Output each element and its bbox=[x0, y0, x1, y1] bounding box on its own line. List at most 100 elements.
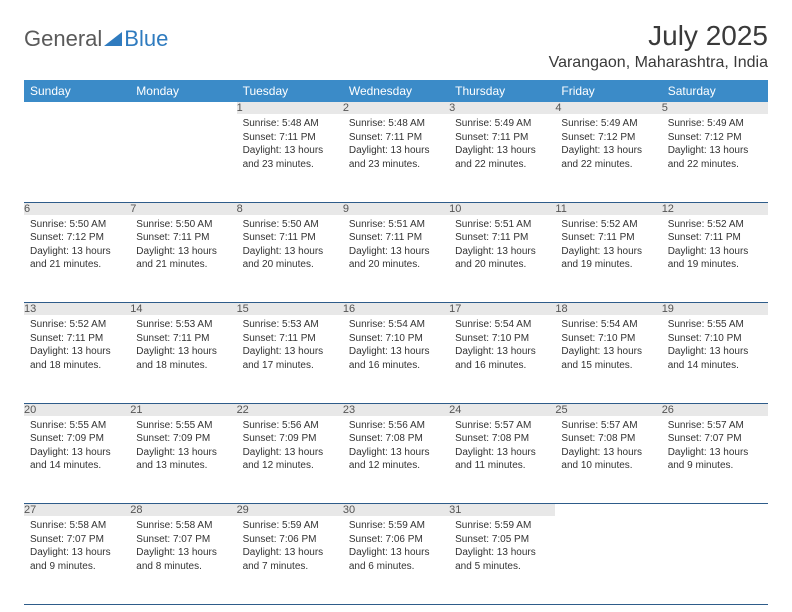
day-cell: Sunrise: 5:54 AMSunset: 7:10 PMDaylight:… bbox=[449, 315, 555, 403]
sunrise-text: Sunrise: 5:52 AM bbox=[668, 218, 762, 232]
sunrise-text: Sunrise: 5:50 AM bbox=[243, 218, 337, 232]
sunset-text: Sunset: 7:10 PM bbox=[455, 332, 549, 346]
day-details: Sunrise: 5:52 AMSunset: 7:11 PMDaylight:… bbox=[24, 315, 130, 378]
sunset-text: Sunset: 7:12 PM bbox=[668, 131, 762, 145]
weekday-header: Tuesday bbox=[237, 80, 343, 102]
day-number-cell: 28 bbox=[130, 504, 236, 517]
sunset-text: Sunset: 7:11 PM bbox=[136, 332, 230, 346]
day-details: Sunrise: 5:57 AMSunset: 7:08 PMDaylight:… bbox=[449, 416, 555, 479]
daylight-text: Daylight: 13 hours and 20 minutes. bbox=[349, 245, 443, 272]
sunrise-text: Sunrise: 5:55 AM bbox=[668, 318, 762, 332]
daylight-text: Daylight: 13 hours and 8 minutes. bbox=[136, 546, 230, 573]
sunrise-text: Sunrise: 5:56 AM bbox=[243, 419, 337, 433]
sunset-text: Sunset: 7:08 PM bbox=[349, 432, 443, 446]
sunset-text: Sunset: 7:08 PM bbox=[561, 432, 655, 446]
sunset-text: Sunset: 7:11 PM bbox=[561, 231, 655, 245]
day-cell bbox=[555, 516, 661, 604]
day-number-cell bbox=[130, 102, 236, 114]
sunset-text: Sunset: 7:11 PM bbox=[349, 131, 443, 145]
daylight-text: Daylight: 13 hours and 12 minutes. bbox=[349, 446, 443, 473]
sunset-text: Sunset: 7:09 PM bbox=[136, 432, 230, 446]
sunset-text: Sunset: 7:07 PM bbox=[136, 533, 230, 547]
sunrise-text: Sunrise: 5:54 AM bbox=[561, 318, 655, 332]
sunset-text: Sunset: 7:05 PM bbox=[455, 533, 549, 547]
sunset-text: Sunset: 7:11 PM bbox=[243, 131, 337, 145]
sunrise-text: Sunrise: 5:55 AM bbox=[30, 419, 124, 433]
weekday-header: Monday bbox=[130, 80, 236, 102]
day-details: Sunrise: 5:53 AMSunset: 7:11 PMDaylight:… bbox=[237, 315, 343, 378]
sunset-text: Sunset: 7:07 PM bbox=[30, 533, 124, 547]
day-number-cell: 9 bbox=[343, 202, 449, 215]
sunset-text: Sunset: 7:11 PM bbox=[455, 231, 549, 245]
day-number-cell: 13 bbox=[24, 303, 130, 316]
sunrise-text: Sunrise: 5:58 AM bbox=[136, 519, 230, 533]
day-details: Sunrise: 5:55 AMSunset: 7:09 PMDaylight:… bbox=[130, 416, 236, 479]
day-cell: Sunrise: 5:57 AMSunset: 7:07 PMDaylight:… bbox=[662, 416, 768, 504]
sunset-text: Sunset: 7:11 PM bbox=[349, 231, 443, 245]
day-details: Sunrise: 5:55 AMSunset: 7:10 PMDaylight:… bbox=[662, 315, 768, 378]
day-number-cell: 24 bbox=[449, 403, 555, 416]
day-details: Sunrise: 5:59 AMSunset: 7:05 PMDaylight:… bbox=[449, 516, 555, 579]
day-number-cell: 10 bbox=[449, 202, 555, 215]
daylight-text: Daylight: 13 hours and 22 minutes. bbox=[561, 144, 655, 171]
sunrise-text: Sunrise: 5:57 AM bbox=[455, 419, 549, 433]
daylight-text: Daylight: 13 hours and 21 minutes. bbox=[136, 245, 230, 272]
sunrise-text: Sunrise: 5:53 AM bbox=[243, 318, 337, 332]
day-details: Sunrise: 5:59 AMSunset: 7:06 PMDaylight:… bbox=[343, 516, 449, 579]
weekday-header: Wednesday bbox=[343, 80, 449, 102]
daylight-text: Daylight: 13 hours and 23 minutes. bbox=[243, 144, 337, 171]
daylight-text: Daylight: 13 hours and 6 minutes. bbox=[349, 546, 443, 573]
day-number-cell: 2 bbox=[343, 102, 449, 114]
day-details: Sunrise: 5:56 AMSunset: 7:08 PMDaylight:… bbox=[343, 416, 449, 479]
day-details: Sunrise: 5:50 AMSunset: 7:11 PMDaylight:… bbox=[130, 215, 236, 278]
day-cell: Sunrise: 5:56 AMSunset: 7:08 PMDaylight:… bbox=[343, 416, 449, 504]
sunset-text: Sunset: 7:10 PM bbox=[668, 332, 762, 346]
sunrise-text: Sunrise: 5:48 AM bbox=[349, 117, 443, 131]
daylight-text: Daylight: 13 hours and 16 minutes. bbox=[349, 345, 443, 372]
sunset-text: Sunset: 7:11 PM bbox=[30, 332, 124, 346]
day-number-cell: 15 bbox=[237, 303, 343, 316]
day-cell: Sunrise: 5:55 AMSunset: 7:09 PMDaylight:… bbox=[24, 416, 130, 504]
sunrise-text: Sunrise: 5:57 AM bbox=[561, 419, 655, 433]
sunrise-text: Sunrise: 5:58 AM bbox=[30, 519, 124, 533]
day-details: Sunrise: 5:52 AMSunset: 7:11 PMDaylight:… bbox=[555, 215, 661, 278]
daylight-text: Daylight: 13 hours and 16 minutes. bbox=[455, 345, 549, 372]
daylight-text: Daylight: 13 hours and 18 minutes. bbox=[136, 345, 230, 372]
day-number-cell: 19 bbox=[662, 303, 768, 316]
weekday-header: Saturday bbox=[662, 80, 768, 102]
day-number-cell: 7 bbox=[130, 202, 236, 215]
sunset-text: Sunset: 7:06 PM bbox=[243, 533, 337, 547]
day-cell: Sunrise: 5:55 AMSunset: 7:09 PMDaylight:… bbox=[130, 416, 236, 504]
location-subtitle: Varangaon, Maharashtra, India bbox=[549, 54, 768, 72]
day-number-cell: 14 bbox=[130, 303, 236, 316]
day-number-row: 2728293031 bbox=[24, 504, 768, 517]
daylight-text: Daylight: 13 hours and 9 minutes. bbox=[30, 546, 124, 573]
day-cell: Sunrise: 5:59 AMSunset: 7:06 PMDaylight:… bbox=[343, 516, 449, 604]
sunset-text: Sunset: 7:11 PM bbox=[455, 131, 549, 145]
sunrise-text: Sunrise: 5:59 AM bbox=[243, 519, 337, 533]
day-number-cell: 11 bbox=[555, 202, 661, 215]
daylight-text: Daylight: 13 hours and 7 minutes. bbox=[243, 546, 337, 573]
day-details: Sunrise: 5:56 AMSunset: 7:09 PMDaylight:… bbox=[237, 416, 343, 479]
day-cell: Sunrise: 5:51 AMSunset: 7:11 PMDaylight:… bbox=[449, 215, 555, 303]
day-number-cell: 17 bbox=[449, 303, 555, 316]
day-details: Sunrise: 5:54 AMSunset: 7:10 PMDaylight:… bbox=[449, 315, 555, 378]
sunrise-text: Sunrise: 5:48 AM bbox=[243, 117, 337, 131]
daylight-text: Daylight: 13 hours and 17 minutes. bbox=[243, 345, 337, 372]
day-number-cell bbox=[662, 504, 768, 517]
day-details: Sunrise: 5:50 AMSunset: 7:11 PMDaylight:… bbox=[237, 215, 343, 278]
day-details: Sunrise: 5:54 AMSunset: 7:10 PMDaylight:… bbox=[555, 315, 661, 378]
day-number-cell: 26 bbox=[662, 403, 768, 416]
day-details: Sunrise: 5:48 AMSunset: 7:11 PMDaylight:… bbox=[343, 114, 449, 177]
day-cell: Sunrise: 5:55 AMSunset: 7:10 PMDaylight:… bbox=[662, 315, 768, 403]
day-number-row: 6789101112 bbox=[24, 202, 768, 215]
weekday-header-row: SundayMondayTuesdayWednesdayThursdayFrid… bbox=[24, 80, 768, 102]
daylight-text: Daylight: 13 hours and 14 minutes. bbox=[668, 345, 762, 372]
day-cell: Sunrise: 5:58 AMSunset: 7:07 PMDaylight:… bbox=[130, 516, 236, 604]
day-details: Sunrise: 5:49 AMSunset: 7:12 PMDaylight:… bbox=[555, 114, 661, 177]
page-title: July 2025 bbox=[549, 20, 768, 52]
day-cell: Sunrise: 5:54 AMSunset: 7:10 PMDaylight:… bbox=[343, 315, 449, 403]
day-number-cell: 18 bbox=[555, 303, 661, 316]
sunrise-text: Sunrise: 5:53 AM bbox=[136, 318, 230, 332]
day-details: Sunrise: 5:49 AMSunset: 7:11 PMDaylight:… bbox=[449, 114, 555, 177]
